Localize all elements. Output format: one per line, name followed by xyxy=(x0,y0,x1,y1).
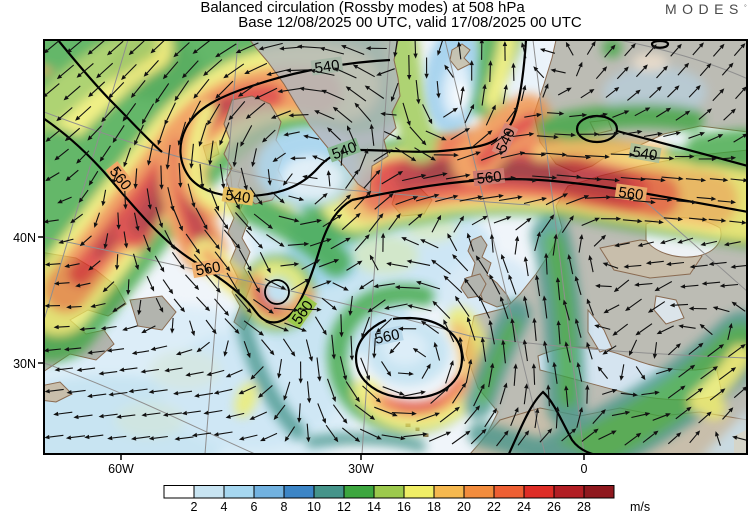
svg-text:30N: 30N xyxy=(13,357,36,371)
svg-text:0: 0 xyxy=(581,462,588,476)
svg-text:30W: 30W xyxy=(348,462,374,476)
svg-text:8: 8 xyxy=(281,500,288,514)
svg-text:18: 18 xyxy=(427,500,441,514)
svg-text:12: 12 xyxy=(337,500,351,514)
svg-text:2: 2 xyxy=(191,500,198,514)
svg-text:60W: 60W xyxy=(108,462,134,476)
svg-text:560: 560 xyxy=(617,184,644,204)
svg-text:28: 28 xyxy=(577,500,591,514)
svg-text:40N: 40N xyxy=(13,231,36,245)
svg-text:540: 540 xyxy=(224,187,251,207)
svg-text:22: 22 xyxy=(487,500,501,514)
svg-text:24: 24 xyxy=(517,500,531,514)
svg-text:540: 540 xyxy=(631,143,659,164)
svg-text:20: 20 xyxy=(457,500,471,514)
svg-text:6: 6 xyxy=(251,500,258,514)
svg-text:16: 16 xyxy=(397,500,411,514)
svg-text:m/s: m/s xyxy=(630,500,650,514)
svg-text:14: 14 xyxy=(367,500,381,514)
svg-text:10: 10 xyxy=(307,500,321,514)
svg-text:4: 4 xyxy=(221,500,228,514)
svg-text:26: 26 xyxy=(547,500,561,514)
